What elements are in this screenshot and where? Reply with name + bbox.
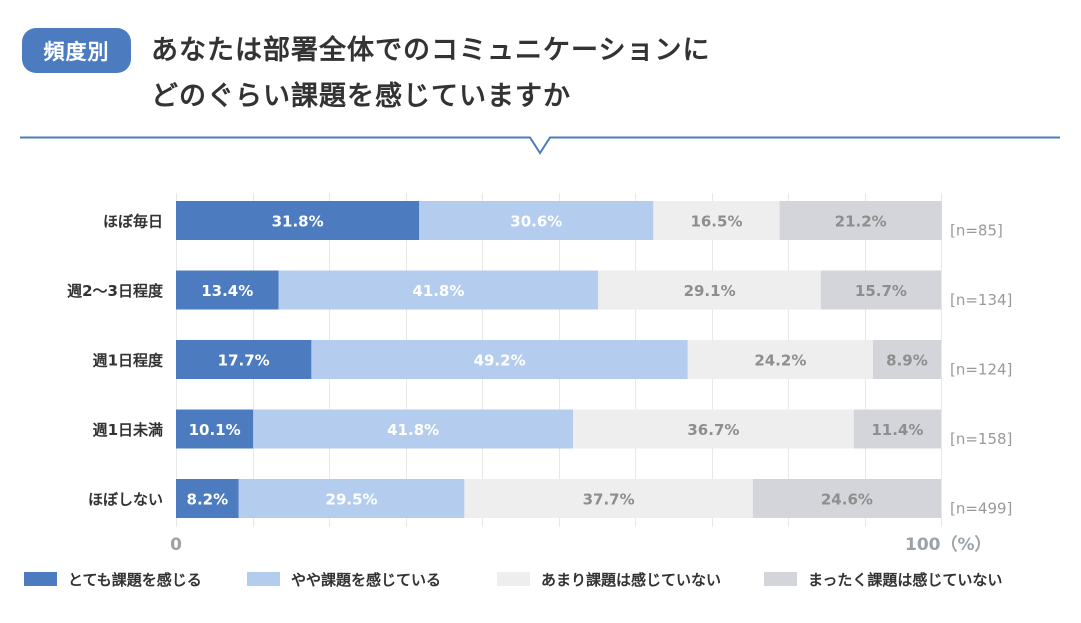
bar-row: 10.1% 41.8% 36.7% 11.4%	[176, 409, 941, 449]
bar-segment	[872, 340, 941, 379]
bar-segment	[238, 479, 465, 518]
title-line-2: どのぐらい課題を感じていますか	[151, 81, 571, 112]
data-label: 37.7%	[583, 491, 635, 509]
data-label: 21.2%	[835, 213, 887, 231]
bar-segment	[820, 270, 941, 310]
legend-item: やや課題を感じている	[247, 565, 441, 593]
sample-size-label: [n=124]	[950, 361, 1012, 379]
bar-segment	[176, 409, 254, 449]
title-line-1: あなたは部署全体でのコミュニケーションに	[151, 35, 711, 66]
legend-item: あまり課題は感じていない	[497, 565, 721, 593]
data-label: 10.1%	[189, 421, 241, 439]
bar-row: 13.4% 41.8% 29.1% 15.7%	[176, 270, 941, 310]
data-label: 11.4%	[871, 421, 923, 439]
legend-swatch	[24, 572, 57, 586]
data-label: 24.6%	[821, 491, 873, 509]
data-label: 41.8%	[387, 421, 439, 439]
sample-size-label: [n=134]	[950, 291, 1012, 309]
bar-segment	[278, 270, 599, 310]
x-tick-0: 0	[170, 535, 182, 555]
bar-segment	[653, 201, 780, 240]
legend-swatch	[497, 572, 530, 586]
data-label: 49.2%	[474, 352, 526, 370]
bars: 31.8% 30.6% 16.5% 21.2% 13.4% 41.8% 29.1% 15.7%…	[176, 201, 942, 518]
stacked-bar-chart: 31.8% 30.6% 16.5% 21.2% 13.4% 41.8% 29.1% 15.7%…	[67, 193, 1012, 555]
data-label: 29.1%	[684, 282, 736, 300]
title-divider	[20, 136, 1060, 155]
sample-size-labels: [n=85] [n=134] [n=124] [n=158] [n=499]	[950, 222, 1012, 518]
category-label: 週1日程度	[93, 352, 164, 370]
bar-segment	[311, 340, 688, 379]
sample-size-label: [n=85]	[950, 222, 1003, 240]
x-axis-unit: （%）	[941, 534, 992, 555]
category-label: ほぼしない	[88, 491, 163, 509]
bar-segment	[598, 270, 821, 310]
category-badge: 頻度別	[22, 28, 131, 73]
data-label: 24.2%	[754, 352, 806, 370]
data-label: 36.7%	[687, 421, 739, 439]
x-axis: 0 100（%）	[170, 534, 991, 555]
divider-line-with-notch	[20, 136, 1060, 155]
legend-label: あまり課題は感じていない	[541, 570, 722, 589]
data-label: 8.2%	[187, 491, 229, 509]
bar-segment	[779, 201, 942, 240]
category-label: 週2〜3日程度	[67, 282, 164, 300]
bar-segment	[853, 409, 941, 449]
bar-row: 31.8% 30.6% 16.5% 21.2%	[176, 201, 942, 240]
data-label: 41.8%	[412, 282, 464, 300]
bar-segment	[176, 479, 239, 518]
legend-label: やや課題を感じている	[291, 570, 442, 589]
data-label: 13.4%	[201, 282, 253, 300]
category-label: 週1日未満	[93, 421, 163, 439]
legend: とても課題を感じる やや課題を感じている あまり課題は感じていない まったく課題は感じ…	[0, 565, 1081, 593]
bar-segment	[176, 340, 312, 379]
page-title: あなたは部署全体でのコミュニケーションに どのぐらい課題を感じていますか	[151, 28, 710, 120]
legend-swatch	[764, 572, 797, 586]
category-label: ほぼ毎日	[103, 213, 163, 231]
bar-segment	[419, 201, 654, 240]
bar-segment	[687, 340, 873, 379]
x-tick-100: 100（%）	[905, 534, 992, 555]
legend-item: まったく課題は感じていない	[764, 565, 1002, 593]
bar-segment	[253, 409, 574, 449]
bar-segment	[573, 409, 854, 449]
data-label: 30.6%	[510, 213, 562, 231]
bar-segment	[176, 270, 279, 310]
data-label: 16.5%	[690, 213, 742, 231]
data-label: 17.7%	[218, 352, 270, 370]
bar-segment	[464, 479, 753, 518]
bar-row: 8.2% 29.5% 37.7% 24.6%	[176, 479, 941, 518]
legend-item: とても課題を感じる	[24, 565, 202, 593]
legend-label: まったく課題は感じていない	[808, 570, 1003, 589]
data-label: 31.8%	[272, 213, 324, 231]
bar-segment	[176, 201, 420, 240]
sample-size-label: [n=158]	[950, 430, 1012, 448]
bar-segment	[752, 479, 941, 518]
sample-size-label: [n=499]	[950, 500, 1012, 518]
bar-row: 17.7% 49.2% 24.2% 8.9%	[176, 340, 941, 379]
x-tick-100-value: 100	[905, 535, 941, 555]
data-label: 15.7%	[855, 282, 907, 300]
data-label: 29.5%	[326, 491, 378, 509]
data-label: 8.9%	[886, 352, 928, 370]
legend-swatch	[247, 572, 280, 586]
legend-label: とても課題を感じる	[68, 570, 202, 589]
